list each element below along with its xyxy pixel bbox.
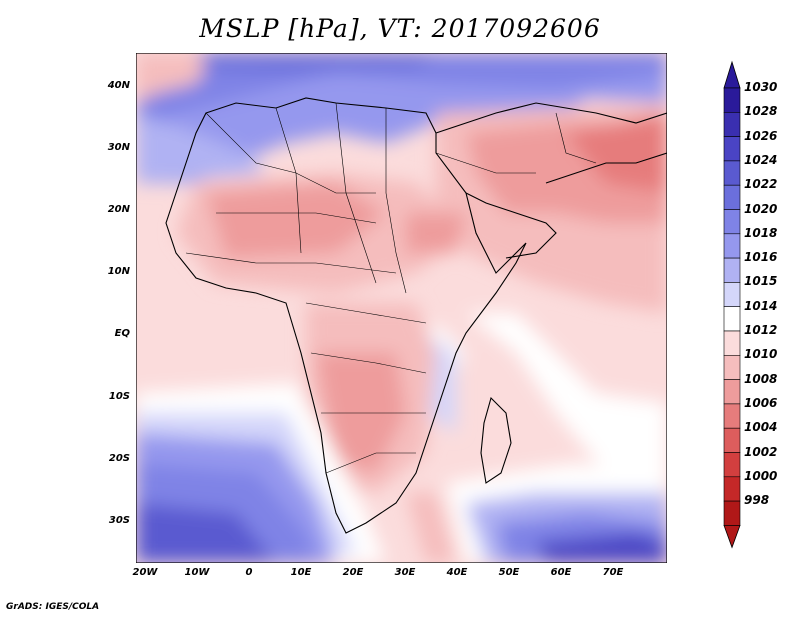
colorbar-cell bbox=[723, 111, 741, 137]
colorbar-label: 1024 bbox=[744, 152, 778, 167]
colorbar-label: 1014 bbox=[744, 298, 778, 313]
colorbar-label: 1012 bbox=[744, 323, 778, 337]
colorbar-cell bbox=[723, 500, 741, 526]
lon-label-10w: 10W bbox=[184, 567, 210, 578]
lat-label-40n: 40N bbox=[107, 80, 130, 91]
lat-label-eq: EQ bbox=[114, 328, 130, 339]
colorbar-cell bbox=[723, 209, 741, 235]
colorbar bbox=[723, 60, 741, 549]
colorbar-label: 1016 bbox=[744, 250, 778, 265]
colorbar-label: 1020 bbox=[744, 201, 778, 216]
lon-label-30e: 30E bbox=[394, 567, 416, 578]
colorbar-label: 1022 bbox=[744, 177, 778, 192]
colorbar-label: 1004 bbox=[744, 420, 778, 435]
lon-label-10e: 10E bbox=[290, 567, 312, 578]
mslp-map bbox=[136, 53, 667, 563]
colorbar-cell bbox=[723, 379, 741, 405]
colorbar-cell bbox=[723, 184, 741, 210]
colorbar-label: 1026 bbox=[744, 128, 778, 143]
borders bbox=[185, 102, 597, 474]
colorbar-cell bbox=[723, 136, 741, 162]
colorbar-top-arrow bbox=[723, 60, 741, 89]
colorbar-bottom-arrow bbox=[723, 525, 741, 549]
colorbar-label: 1028 bbox=[744, 104, 778, 119]
coastlines bbox=[165, 97, 667, 534]
lat-label-10s: 10S bbox=[108, 391, 130, 402]
colorbar-cell bbox=[723, 233, 741, 259]
pressure-field bbox=[136, 53, 667, 563]
colorbar-label: 1000 bbox=[744, 468, 778, 483]
footer-credit: GrADS: IGES/COLA bbox=[6, 602, 100, 612]
lon-label-70e: 70E bbox=[602, 567, 624, 578]
lon-label-40e: 40E bbox=[446, 567, 468, 578]
colorbar-label: 1030 bbox=[744, 80, 778, 94]
colorbar-cell bbox=[723, 354, 741, 380]
lon-label-50e: 50E bbox=[498, 567, 520, 578]
lat-label-20n: 20N bbox=[107, 204, 130, 215]
lon-label-20w: 20W bbox=[132, 567, 158, 578]
colorbar-label: 1018 bbox=[744, 225, 778, 240]
colorbar-cell bbox=[723, 160, 741, 186]
colorbar-cell bbox=[723, 427, 741, 453]
colorbar-cell bbox=[723, 452, 741, 478]
colorbar-label: 998 bbox=[744, 493, 770, 508]
map-frame bbox=[136, 53, 667, 563]
colorbar-cell bbox=[723, 476, 741, 502]
map-title: MSLP [hPa], VT: 2017092606 bbox=[199, 14, 601, 43]
colorbar-cell bbox=[723, 403, 741, 429]
colorbar-cell bbox=[723, 306, 741, 332]
colorbar-cell bbox=[723, 87, 741, 113]
colorbar-label: 1002 bbox=[744, 444, 778, 459]
colorbar-cell bbox=[723, 282, 741, 307]
colorbar-label: 1006 bbox=[744, 395, 778, 410]
colorbar-label: 1015 bbox=[744, 274, 778, 289]
lat-label-10n: 10N bbox=[107, 266, 130, 277]
lon-label-60e: 60E bbox=[550, 567, 572, 578]
lon-label-20e: 20E bbox=[342, 567, 364, 578]
colorbar-label: 1008 bbox=[744, 371, 778, 386]
lat-label-20s: 20S bbox=[108, 453, 130, 464]
colorbar-cell bbox=[723, 257, 741, 283]
lon-label-0: 0 bbox=[245, 567, 253, 578]
colorbar-cell bbox=[723, 330, 741, 356]
lat-label-30s: 30S bbox=[108, 515, 130, 526]
colorbar-label: 1010 bbox=[744, 347, 778, 362]
lat-label-30n: 30N bbox=[107, 142, 130, 153]
